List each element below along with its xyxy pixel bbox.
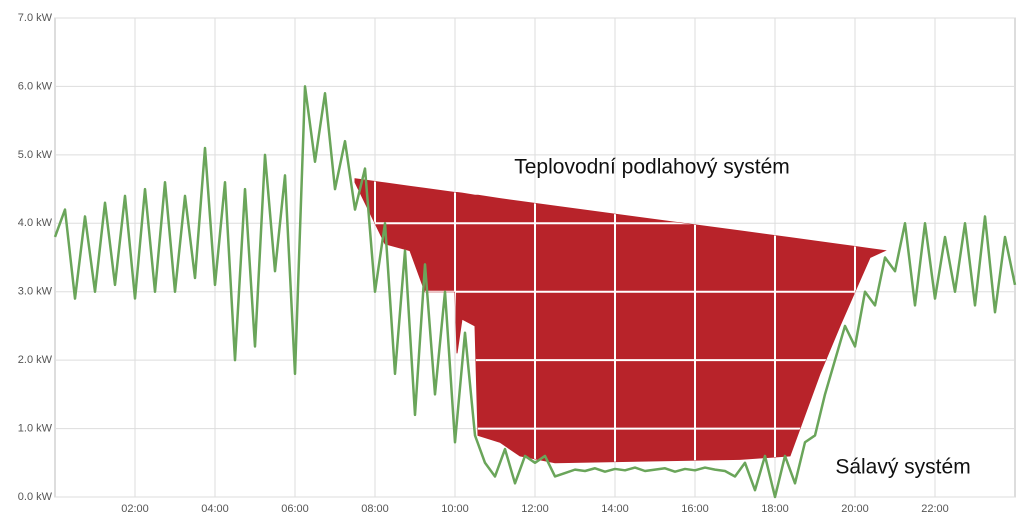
line-annotation: Sálavý systém xyxy=(835,456,970,479)
x-tick-label: 08:00 xyxy=(361,503,389,515)
x-tick-label: 02:00 xyxy=(121,503,149,515)
x-tick-label: 18:00 xyxy=(761,503,789,515)
y-tick-label: 4.0 kW xyxy=(18,217,53,229)
x-tick-label: 10:00 xyxy=(441,503,469,515)
area xyxy=(354,178,887,464)
y-tick-label: 6.0 kW xyxy=(18,80,53,92)
y-tick-label: 7.0 kW xyxy=(18,12,53,24)
y-tick-label: 0.0 kW xyxy=(18,491,53,503)
x-tick-label: 20:00 xyxy=(841,503,869,515)
x-tick-label: 22:00 xyxy=(921,503,949,515)
area-annotation: Teplovodní podlahový systém xyxy=(514,156,790,179)
x-tick-label: 16:00 xyxy=(681,503,709,515)
x-tick-label: 14:00 xyxy=(601,503,629,515)
x-tick-label: 04:00 xyxy=(201,503,229,515)
y-tick-label: 3.0 kW xyxy=(18,286,53,298)
x-tick-label: 06:00 xyxy=(281,503,309,515)
x-tick-label: 12:00 xyxy=(521,503,549,515)
line xyxy=(53,85,1017,499)
y-tick-label: 5.0 kW xyxy=(18,149,53,161)
y-tick-label: 2.0 kW xyxy=(18,354,53,366)
y-tick-label: 1.0 kW xyxy=(18,422,53,434)
